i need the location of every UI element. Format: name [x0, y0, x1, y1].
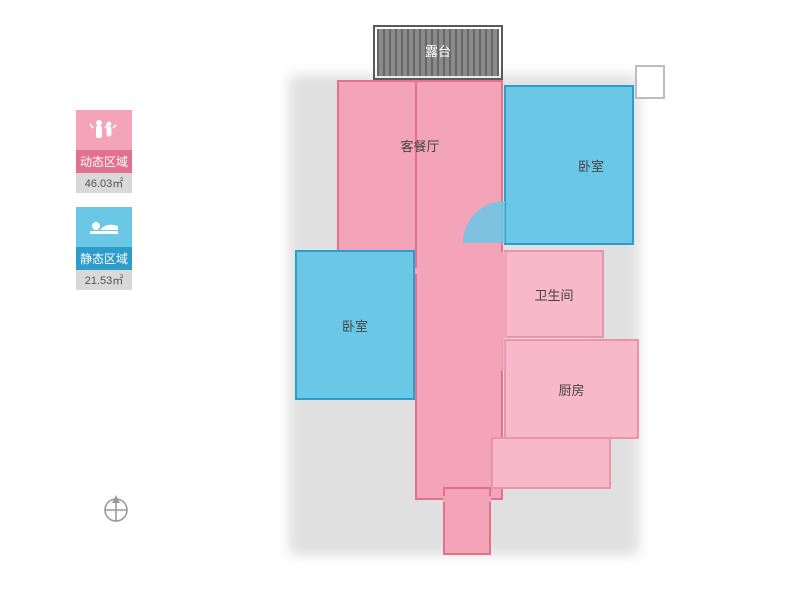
legend-dynamic: 动态区域 46.03㎡ — [76, 110, 146, 193]
legend-static: 静态区域 21.53㎡ — [76, 207, 146, 290]
compass-icon — [100, 492, 132, 524]
room-balcony: 露台 — [373, 25, 503, 80]
room-bedroom_right: 卧室 — [504, 85, 634, 245]
legend-static-value: 21.53㎡ — [76, 270, 132, 290]
legend-dynamic-title: 动态区域 — [76, 150, 132, 173]
floorplan-page: { "colors": { "dynamic_fill": "#f3a4b8",… — [0, 0, 800, 600]
room-label-kitchen: 厨房 — [558, 380, 584, 399]
room-label-bedroom_left: 卧室 — [342, 316, 368, 335]
sleep-icon — [76, 207, 132, 247]
room-kitchen: 厨房 — [504, 339, 639, 439]
room-kitchen_ext — [491, 437, 611, 489]
legend-static-title: 静态区域 — [76, 247, 132, 270]
people-icon — [76, 110, 132, 150]
room-bedroom_left: 卧室 — [295, 250, 415, 400]
seam-patch — [415, 268, 503, 274]
legend-dynamic-value: 46.03㎡ — [76, 173, 132, 193]
room-slot_right — [635, 65, 665, 99]
room-label-bedroom_right: 卧室 — [578, 156, 604, 175]
floor-plan: 露台客餐厅卧室卧室卫生间厨房 — [295, 25, 693, 575]
seam-patch — [443, 496, 491, 502]
room-label-living_top: 客餐厅 — [400, 136, 439, 155]
seam-patch — [501, 252, 507, 338]
legend: 动态区域 46.03㎡ 静态区域 21.53㎡ — [76, 110, 146, 304]
room-bathroom: 卫生间 — [504, 250, 604, 338]
room-label-bathroom: 卫生间 — [534, 285, 573, 304]
room-label-balcony: 露台 — [425, 41, 451, 60]
